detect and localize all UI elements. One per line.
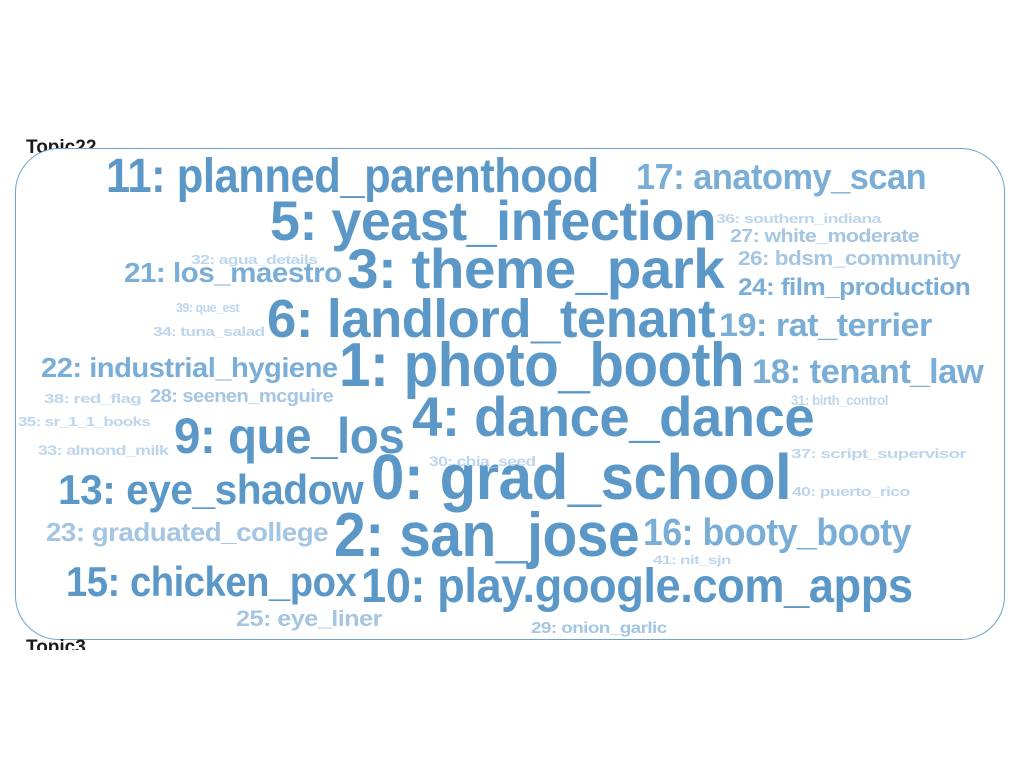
- word-cloud-term: 39: que_est: [176, 300, 240, 315]
- word-cloud-term: 13: eye_shadow: [58, 466, 364, 513]
- word-cloud-term: 4: dance_dance: [412, 385, 815, 448]
- word-cloud-term: 34: tuna_salad: [153, 324, 265, 339]
- word-cloud-term: 6: landlord_tenant: [267, 289, 716, 349]
- word-cloud-term: 26: bdsm_community: [738, 248, 961, 270]
- word-cloud-term: 2: san_jose: [334, 501, 640, 570]
- word-cloud-term: 11: planned_parenthood: [106, 150, 599, 203]
- word-cloud-term: 15: chicken_pox: [66, 558, 357, 605]
- word-cloud-term: 29: onion_garlic: [531, 620, 667, 637]
- word-cloud-term: 10: play.google.com_apps: [361, 560, 913, 613]
- word-cloud-term: 23: graduated_college: [46, 517, 329, 547]
- word-cloud-term: 1: photo_booth: [339, 331, 745, 400]
- word-cloud-term: 27: white_moderate: [730, 226, 920, 246]
- word-cloud-term: 24: film_production: [738, 274, 971, 301]
- word-cloud-term: 40: puerto_rico: [792, 484, 910, 499]
- word-cloud-term: 36: southern_indiana: [716, 211, 881, 226]
- word-cloud-term: 9: que_los: [174, 408, 405, 464]
- word-cloud-term: 18: tenant_law: [752, 353, 984, 391]
- word-cloud-term: 17: anatomy_scan: [636, 156, 927, 197]
- word-cloud-term: 3: theme_park: [347, 237, 725, 300]
- word-cloud-term: 31: birth_control: [791, 392, 888, 408]
- word-cloud-term: 21: los_maestro: [124, 257, 342, 288]
- next-topic-title: Topic3: [26, 638, 86, 650]
- word-cloud-term: 41: nit_sjn: [653, 553, 732, 567]
- word-cloud-term: 16: booty_booty: [643, 512, 911, 554]
- word-cloud-frame: 0: grad_school 1: photo_booth 2: san_jos…: [15, 148, 1005, 640]
- word-cloud-term: 35: sr_1_1_books: [18, 414, 151, 429]
- word-cloud-term: 25: eye_liner: [236, 606, 382, 631]
- word-cloud-term: 30: chia_seed: [429, 453, 536, 469]
- word-cloud-term: 28: seenen_mcguire: [150, 386, 334, 406]
- word-cloud-term: 33: almond_milk: [38, 442, 169, 458]
- word-cloud-term: 19: rat_terrier: [719, 307, 932, 343]
- word-cloud-term: 5: yeast_infection: [270, 189, 717, 252]
- word-cloud-term: 37: script_supervisor: [791, 446, 967, 461]
- word-cloud-term: 22: industrial_hygiene: [41, 352, 338, 383]
- word-cloud-term: 38: red_flag: [44, 391, 142, 406]
- word-cloud-term: 32: agua_details: [191, 252, 318, 267]
- word-cloud-term: 0: grad_school: [371, 441, 792, 513]
